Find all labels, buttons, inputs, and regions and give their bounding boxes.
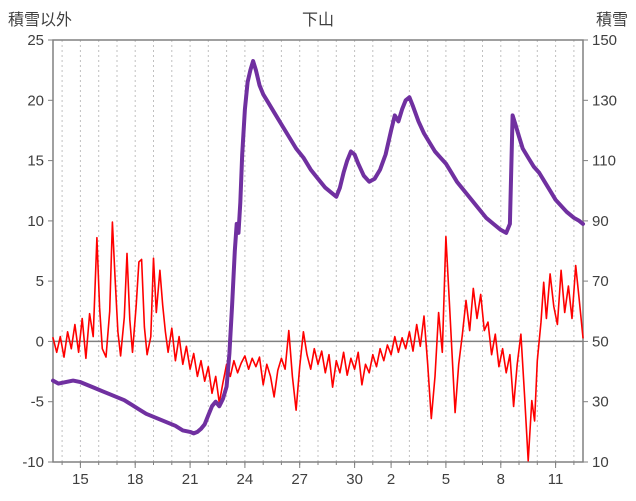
chart-title: 下山 xyxy=(301,12,334,29)
svg-text:24: 24 xyxy=(237,471,254,488)
svg-text:5: 5 xyxy=(36,273,44,290)
svg-text:5: 5 xyxy=(442,471,450,488)
svg-text:-5: -5 xyxy=(31,394,44,411)
svg-text:15: 15 xyxy=(27,153,44,170)
svg-text:110: 110 xyxy=(592,153,616,170)
svg-text:130: 130 xyxy=(592,92,617,109)
svg-text:10: 10 xyxy=(27,213,44,230)
svg-text:20: 20 xyxy=(27,92,44,109)
svg-text:50: 50 xyxy=(592,333,609,350)
svg-text:10: 10 xyxy=(592,454,609,471)
svg-text:11: 11 xyxy=(548,471,564,488)
svg-text:0: 0 xyxy=(36,333,44,350)
left-axis-title: 積雪以外 xyxy=(8,12,73,29)
svg-text:21: 21 xyxy=(182,471,199,488)
svg-text:25: 25 xyxy=(27,32,44,49)
svg-text:30: 30 xyxy=(346,471,363,488)
svg-text:27: 27 xyxy=(291,471,308,488)
svg-text:-10: -10 xyxy=(22,454,44,471)
right-axis-title: 積雪 xyxy=(595,12,628,29)
svg-text:15: 15 xyxy=(72,471,89,488)
svg-text:2: 2 xyxy=(387,471,395,488)
svg-text:70: 70 xyxy=(592,273,609,290)
svg-text:30: 30 xyxy=(592,394,609,411)
svg-text:8: 8 xyxy=(497,471,505,488)
svg-text:18: 18 xyxy=(127,471,144,488)
svg-text:150: 150 xyxy=(592,32,617,49)
svg-text:90: 90 xyxy=(592,213,609,230)
